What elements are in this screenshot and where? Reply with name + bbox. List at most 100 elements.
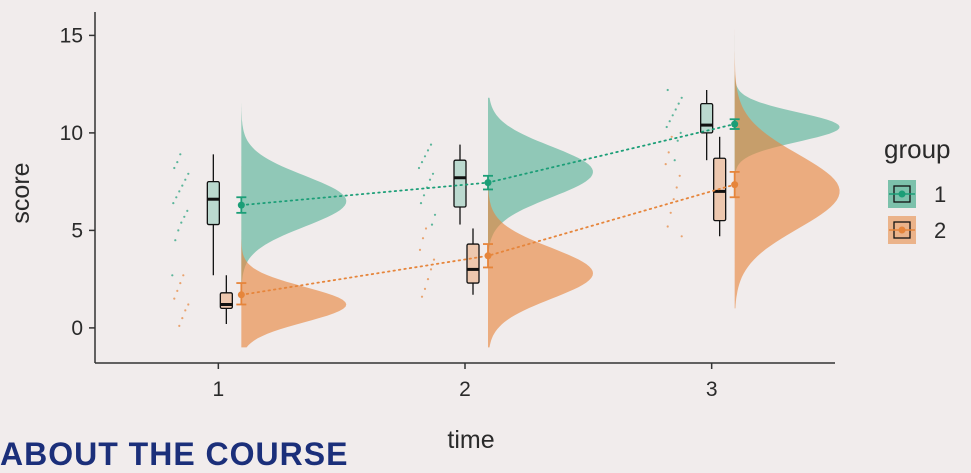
- legend-keys: 12: [888, 180, 946, 244]
- box-group2-time1: [219, 292, 233, 310]
- box-group1-time3: [700, 103, 714, 134]
- raw-point: [183, 215, 186, 218]
- raw-point: [672, 198, 675, 201]
- raw-point: [666, 225, 669, 228]
- raw-point: [673, 159, 676, 162]
- raw-point: [668, 120, 671, 123]
- raw-points: [171, 88, 683, 327]
- legend-title: group: [884, 134, 951, 164]
- raw-point: [666, 88, 669, 92]
- raw-point: [171, 274, 174, 277]
- raw-point: [419, 202, 423, 205]
- mean-point-group1: [731, 120, 739, 128]
- raw-point: [677, 102, 680, 105]
- raw-point: [679, 131, 682, 134]
- mean-point-group2: [484, 252, 492, 260]
- raw-point: [420, 295, 424, 298]
- x-axis-ticks: 1 2 3: [212, 363, 718, 401]
- raw-point: [420, 161, 424, 164]
- raw-point: [676, 139, 679, 142]
- raw-point: [184, 309, 187, 312]
- density-cloud-group2-time1: [241, 166, 347, 348]
- raw-point: [433, 213, 437, 216]
- raw-point: [680, 96, 683, 99]
- raw-point: [179, 282, 182, 285]
- raw-point: [680, 235, 683, 238]
- raw-point: [674, 108, 677, 111]
- raw-point: [178, 324, 181, 327]
- raw-point: [429, 143, 433, 146]
- box-group2-time2: [466, 243, 480, 284]
- x-tick-label: 2: [459, 378, 471, 401]
- raw-point: [175, 196, 178, 199]
- y-tick-label: 10: [60, 122, 83, 145]
- raw-point: [426, 278, 430, 281]
- density-clouds: [241, 29, 840, 348]
- legend-label: 1: [934, 182, 946, 207]
- legend-label: 2: [934, 218, 946, 243]
- density-cloud-group2-time3: [734, 29, 840, 309]
- y-tick-label: 5: [71, 219, 83, 242]
- raw-point: [182, 274, 185, 277]
- raw-point: [174, 239, 177, 242]
- raw-point: [678, 174, 681, 177]
- raw-point: [426, 149, 430, 152]
- y-axis-ticks: 0 5 10 15: [60, 24, 95, 340]
- raw-point: [429, 268, 433, 271]
- x-axis-title: time: [447, 426, 494, 453]
- raw-point: [187, 172, 190, 175]
- raw-point: [430, 223, 434, 226]
- mean-lines: [236, 118, 740, 306]
- raw-point: [418, 248, 422, 251]
- raw-point: [172, 202, 175, 205]
- raw-point: [187, 303, 190, 306]
- raw-point: [180, 221, 183, 224]
- raw-point: [671, 114, 674, 117]
- raw-point: [428, 178, 432, 181]
- raw-point: [173, 297, 176, 300]
- raw-point: [417, 166, 421, 170]
- raw-point: [176, 161, 179, 164]
- raw-point: [423, 287, 427, 290]
- raw-point: [424, 227, 428, 230]
- legend-key-point: [898, 226, 906, 234]
- density-cloud-group1-time1: [241, 103, 347, 289]
- y-tick-label: 0: [71, 317, 83, 340]
- raw-point: [670, 135, 673, 138]
- raw-point: [421, 237, 425, 240]
- raw-point: [664, 163, 667, 166]
- mean-point-group1: [237, 201, 245, 209]
- mean-point-group1: [484, 179, 492, 187]
- raw-point: [177, 229, 180, 232]
- raw-point: [675, 186, 678, 189]
- raw-point: [186, 209, 189, 212]
- raw-point: [176, 289, 179, 292]
- raw-point: [423, 155, 427, 158]
- y-tick-label: 15: [60, 24, 83, 47]
- x-tick-label: 3: [706, 378, 718, 401]
- raw-point: [665, 125, 668, 129]
- legend: group 12: [884, 134, 951, 244]
- raw-point: [422, 194, 426, 197]
- raw-point: [667, 151, 670, 154]
- raw-point: [432, 258, 436, 261]
- course-banner: ABOUT THE COURSE: [0, 436, 349, 472]
- mean-point-group2: [731, 181, 739, 189]
- raw-point: [173, 166, 176, 170]
- box-group1-time1: [206, 180, 220, 226]
- raw-point: [179, 153, 182, 156]
- raw-point: [181, 184, 184, 187]
- legend-key-point: [898, 190, 906, 198]
- raw-point: [181, 317, 184, 320]
- density-cloud-group2-time2: [488, 162, 593, 348]
- raw-point: [431, 172, 435, 175]
- y-axis-title: score: [7, 162, 35, 223]
- raw-point: [669, 211, 672, 214]
- raw-point: [178, 190, 181, 193]
- box-group1-time2: [453, 159, 467, 208]
- x-tick-label: 1: [212, 378, 224, 401]
- density-cloud-group1-time2: [488, 97, 593, 270]
- raw-point: [184, 178, 187, 181]
- mean-point-group2: [237, 291, 245, 299]
